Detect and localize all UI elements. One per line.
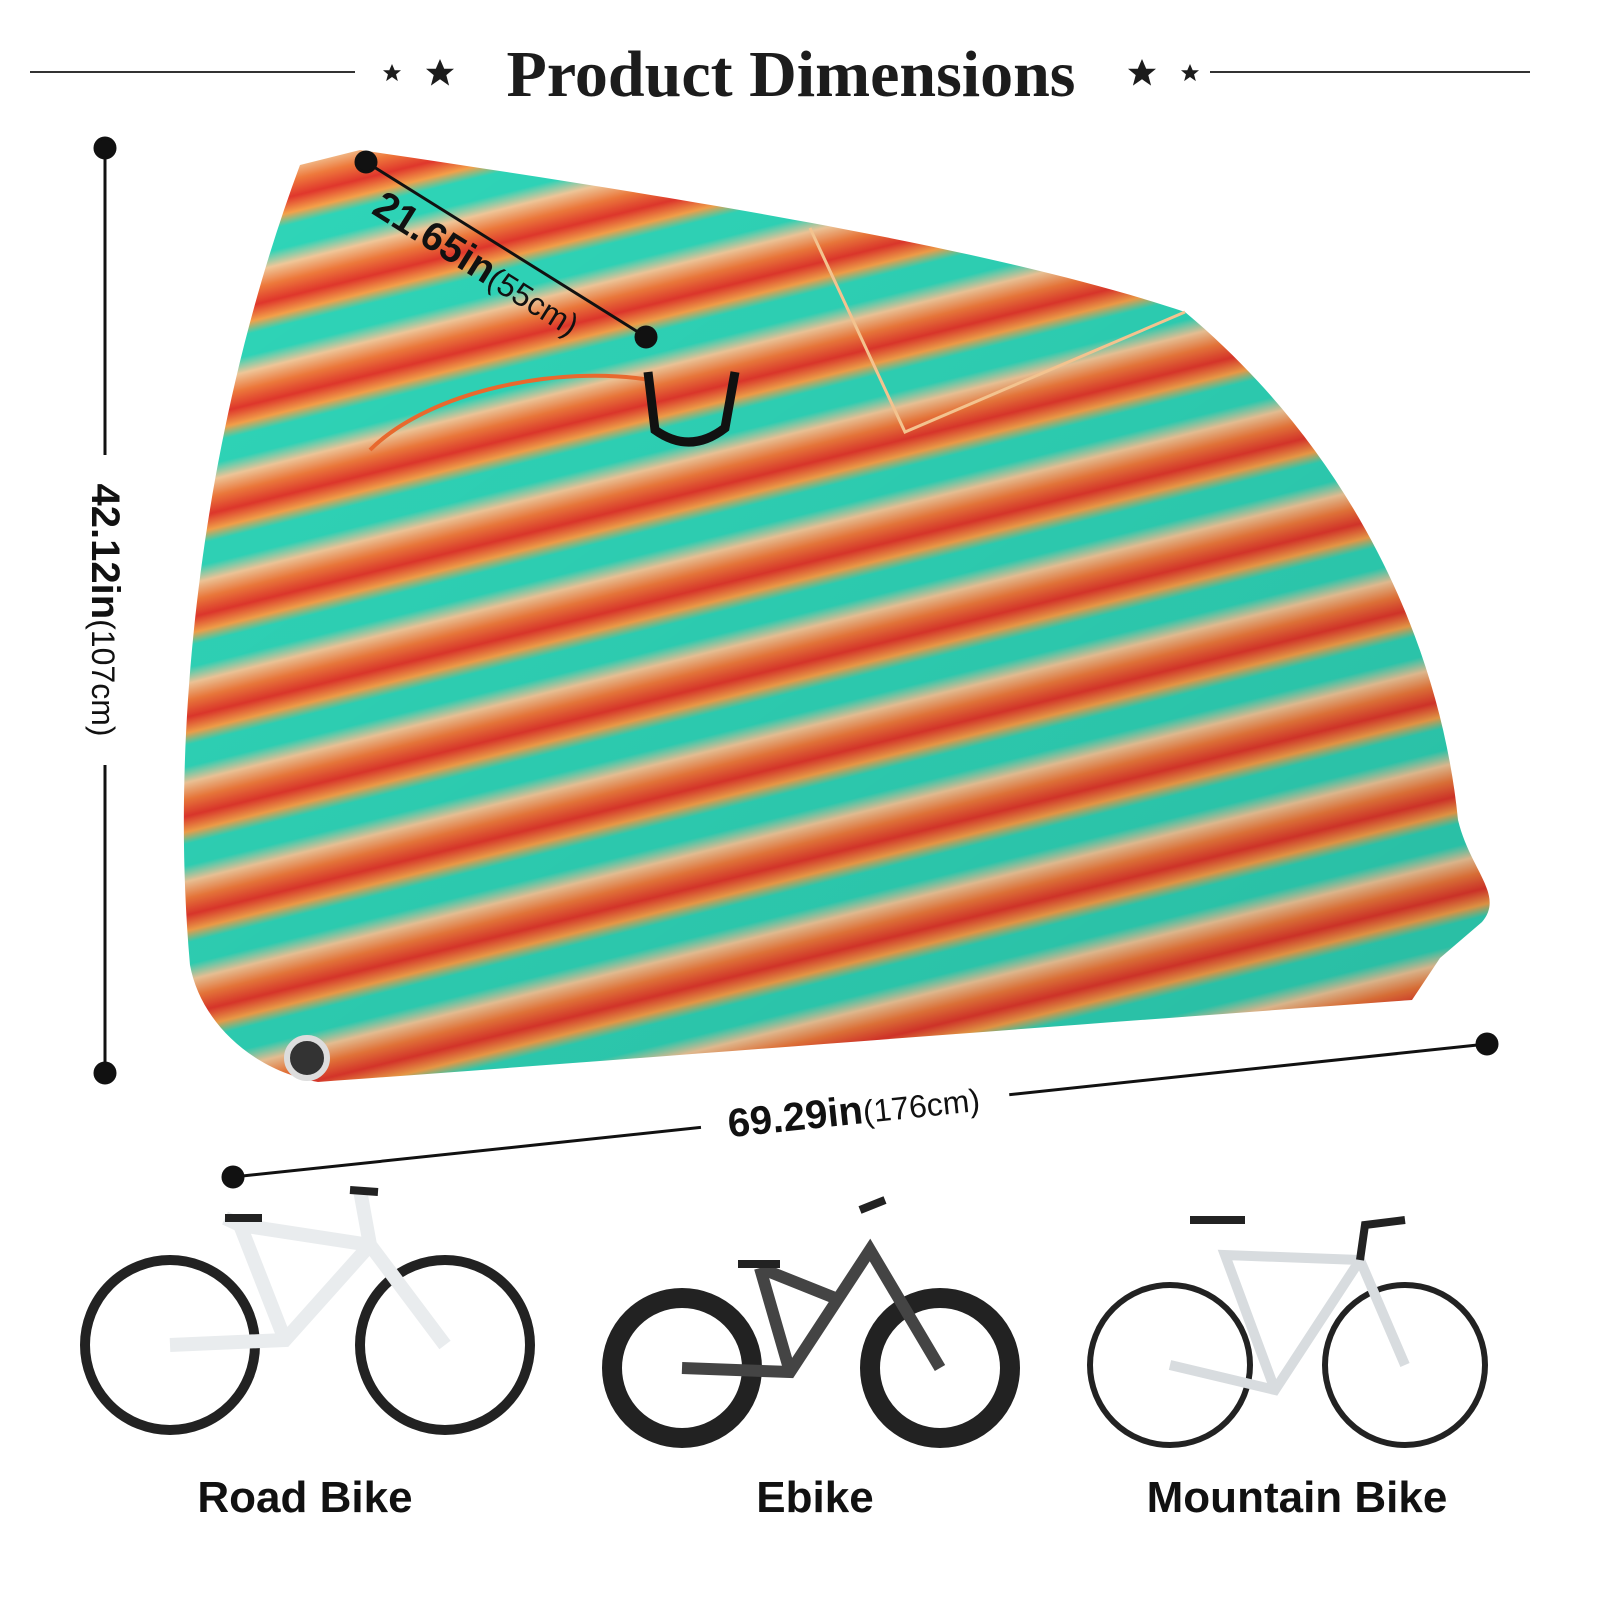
grommet (284, 1035, 330, 1081)
bike-mountain (1087, 1216, 1488, 1448)
bike-ebike (602, 1196, 1020, 1448)
seam (368, 373, 651, 452)
text: (107cm) (85, 619, 121, 736)
bike-road (80, 1186, 535, 1435)
dimension-height: 42.12in(107cm) (83, 483, 127, 736)
cover-shade (183, 150, 1490, 1082)
label-bg (80, 455, 130, 765)
stars (383, 59, 1199, 86)
seam (808, 227, 1186, 434)
bike-label: Mountain Bike (1147, 1473, 1448, 1522)
text: 42.12in (83, 483, 127, 619)
bike-label: Road Bike (197, 1473, 412, 1522)
title: Product Dimensions (507, 38, 1076, 111)
bike-label: Ebike (756, 1473, 873, 1522)
label-bg (698, 1068, 1012, 1152)
handle (643, 371, 740, 447)
